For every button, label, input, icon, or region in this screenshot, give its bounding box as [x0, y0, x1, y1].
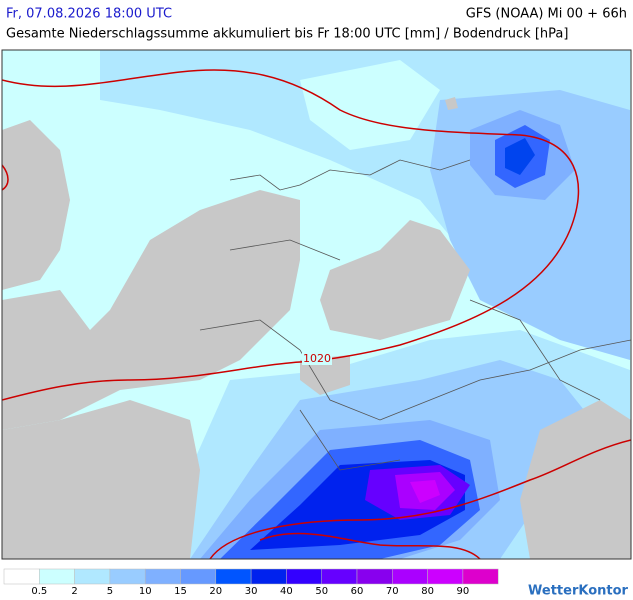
legend-swatch [321, 568, 358, 585]
logo: WetterKontor [528, 584, 629, 599]
isobar-label: 1020 [303, 352, 331, 365]
legend-label: 70 [386, 586, 399, 597]
isobar [2, 69, 580, 401]
legend-swatch [109, 568, 146, 585]
isobar-label-bg [302, 351, 332, 365]
legend-swatch [286, 568, 322, 585]
legend-swatch [74, 568, 111, 585]
isobar [209, 439, 631, 559]
land-dry [445, 97, 458, 110]
legend-label: 40 [280, 586, 293, 597]
country-borders [199, 159, 631, 471]
legend: 0.5 2 5 10 15 20 30 40 50 60 70 80 90 [3, 568, 499, 597]
land-dry [2, 190, 300, 430]
legend-label: 60 [351, 586, 364, 597]
map: 1020 [2, 50, 631, 559]
legend-label: 90 [457, 586, 470, 597]
precip-area [410, 480, 440, 503]
legend-swatch [427, 568, 464, 585]
legend-swatch [180, 568, 217, 585]
land-dry [2, 400, 200, 559]
legend-label: 20 [209, 586, 222, 597]
precip-area [505, 138, 535, 175]
land-dry [520, 400, 631, 559]
legend-swatch [144, 568, 181, 585]
legend-label: 10 [139, 586, 152, 597]
legend-swatch [462, 568, 499, 585]
legend-swatch [250, 568, 287, 585]
legend-label: 5 [107, 586, 113, 597]
map-frame [1, 49, 632, 560]
map-title: Gesamte Niederschlagssumme akkumuliert b… [6, 27, 568, 42]
legend-label: 30 [245, 586, 258, 597]
legend-swatch [392, 568, 428, 585]
legend-label: 80 [421, 586, 434, 597]
legend-label: 15 [174, 586, 187, 597]
isobar [259, 532, 481, 559]
land-dry [320, 220, 470, 340]
legend-swatch [215, 568, 252, 585]
valid-time: Fr, 07.08.2026 18:00 UTC [6, 7, 172, 22]
legend-swatch [3, 568, 40, 585]
legend-label: 2 [71, 586, 77, 597]
legend-swatch [356, 568, 393, 585]
model-run: GFS (NOAA) Mi 00 + 66h [466, 7, 627, 22]
legend-swatch [39, 568, 75, 585]
isobar [2, 164, 9, 191]
legend-label: 0.5 [31, 586, 47, 597]
land-dry [2, 120, 70, 290]
legend-label: 50 [315, 586, 328, 597]
